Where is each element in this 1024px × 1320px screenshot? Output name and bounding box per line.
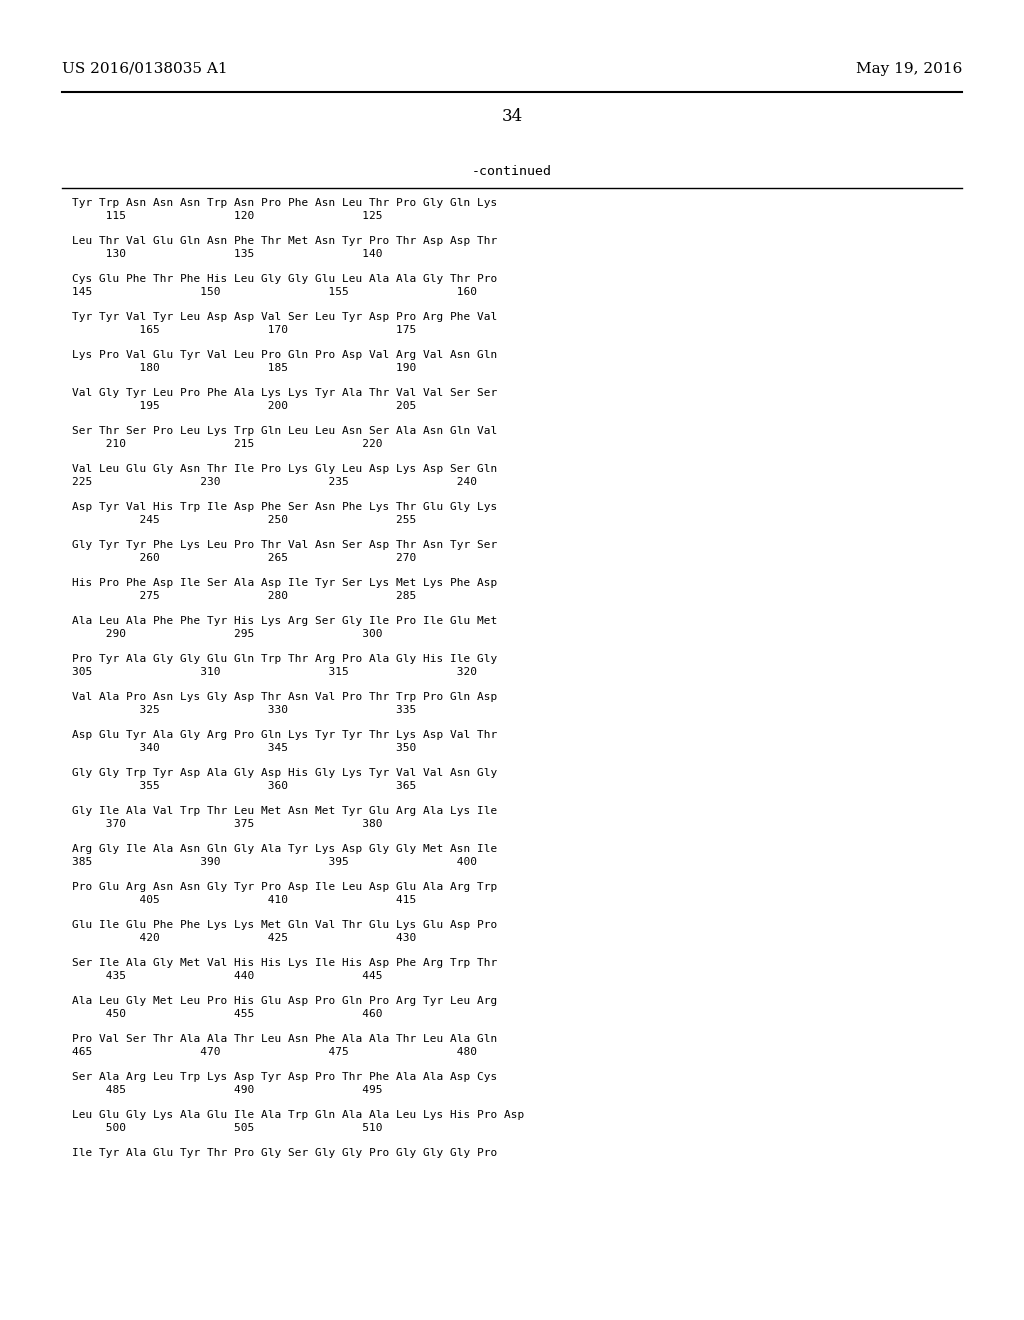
Text: 355                360                365: 355 360 365 [72,781,416,791]
Text: Ser Ala Arg Leu Trp Lys Asp Tyr Asp Pro Thr Phe Ala Ala Asp Cys: Ser Ala Arg Leu Trp Lys Asp Tyr Asp Pro … [72,1072,498,1082]
Text: May 19, 2016: May 19, 2016 [856,62,962,77]
Text: 34: 34 [502,108,522,125]
Text: Ile Tyr Ala Glu Tyr Thr Pro Gly Ser Gly Gly Pro Gly Gly Gly Pro: Ile Tyr Ala Glu Tyr Thr Pro Gly Ser Gly … [72,1148,498,1158]
Text: Arg Gly Ile Ala Asn Gln Gly Ala Tyr Lys Asp Gly Gly Met Asn Ile: Arg Gly Ile Ala Asn Gln Gly Ala Tyr Lys … [72,843,498,854]
Text: 305                310                315                320: 305 310 315 320 [72,667,477,677]
Text: 210                215                220: 210 215 220 [72,440,383,449]
Text: 435                440                445: 435 440 445 [72,972,383,981]
Text: Gly Tyr Tyr Phe Lys Leu Pro Thr Val Asn Ser Asp Thr Asn Tyr Ser: Gly Tyr Tyr Phe Lys Leu Pro Thr Val Asn … [72,540,498,550]
Text: Val Ala Pro Asn Lys Gly Asp Thr Asn Val Pro Thr Trp Pro Gln Asp: Val Ala Pro Asn Lys Gly Asp Thr Asn Val … [72,692,498,702]
Text: His Pro Phe Asp Ile Ser Ala Asp Ile Tyr Ser Lys Met Lys Phe Asp: His Pro Phe Asp Ile Ser Ala Asp Ile Tyr … [72,578,498,587]
Text: 385                390                395                400: 385 390 395 400 [72,857,477,867]
Text: Tyr Trp Asn Asn Asn Trp Asn Pro Phe Asn Leu Thr Pro Gly Gln Lys: Tyr Trp Asn Asn Asn Trp Asn Pro Phe Asn … [72,198,498,209]
Text: Leu Thr Val Glu Gln Asn Phe Thr Met Asn Tyr Pro Thr Asp Asp Thr: Leu Thr Val Glu Gln Asn Phe Thr Met Asn … [72,236,498,246]
Text: 405                410                415: 405 410 415 [72,895,416,906]
Text: 290                295                300: 290 295 300 [72,630,383,639]
Text: Asp Tyr Val His Trp Ile Asp Phe Ser Asn Phe Lys Thr Glu Gly Lys: Asp Tyr Val His Trp Ile Asp Phe Ser Asn … [72,502,498,512]
Text: 465                470                475                480: 465 470 475 480 [72,1047,477,1057]
Text: 180                185                190: 180 185 190 [72,363,416,374]
Text: Leu Glu Gly Lys Ala Glu Ile Ala Trp Gln Ala Ala Leu Lys His Pro Asp: Leu Glu Gly Lys Ala Glu Ile Ala Trp Gln … [72,1110,524,1119]
Text: Tyr Tyr Val Tyr Leu Asp Asp Val Ser Leu Tyr Asp Pro Arg Phe Val: Tyr Tyr Val Tyr Leu Asp Asp Val Ser Leu … [72,312,498,322]
Text: Ala Leu Gly Met Leu Pro His Glu Asp Pro Gln Pro Arg Tyr Leu Arg: Ala Leu Gly Met Leu Pro His Glu Asp Pro … [72,997,498,1006]
Text: 370                375                380: 370 375 380 [72,818,383,829]
Text: 260                265                270: 260 265 270 [72,553,416,564]
Text: 225                230                235                240: 225 230 235 240 [72,477,477,487]
Text: Pro Glu Arg Asn Asn Gly Tyr Pro Asp Ile Leu Asp Glu Ala Arg Trp: Pro Glu Arg Asn Asn Gly Tyr Pro Asp Ile … [72,882,498,892]
Text: Gly Gly Trp Tyr Asp Ala Gly Asp His Gly Lys Tyr Val Val Asn Gly: Gly Gly Trp Tyr Asp Ala Gly Asp His Gly … [72,768,498,777]
Text: Pro Val Ser Thr Ala Ala Thr Leu Asn Phe Ala Ala Thr Leu Ala Gln: Pro Val Ser Thr Ala Ala Thr Leu Asn Phe … [72,1034,498,1044]
Text: 340                345                350: 340 345 350 [72,743,416,752]
Text: 420                425                430: 420 425 430 [72,933,416,942]
Text: Ser Thr Ser Pro Leu Lys Trp Gln Leu Leu Asn Ser Ala Asn Gln Val: Ser Thr Ser Pro Leu Lys Trp Gln Leu Leu … [72,426,498,436]
Text: Pro Tyr Ala Gly Gly Glu Gln Trp Thr Arg Pro Ala Gly His Ile Gly: Pro Tyr Ala Gly Gly Glu Gln Trp Thr Arg … [72,653,498,664]
Text: Val Leu Glu Gly Asn Thr Ile Pro Lys Gly Leu Asp Lys Asp Ser Gln: Val Leu Glu Gly Asn Thr Ile Pro Lys Gly … [72,465,498,474]
Text: 145                150                155                160: 145 150 155 160 [72,286,477,297]
Text: 325                330                335: 325 330 335 [72,705,416,715]
Text: Gly Ile Ala Val Trp Thr Leu Met Asn Met Tyr Glu Arg Ala Lys Ile: Gly Ile Ala Val Trp Thr Leu Met Asn Met … [72,807,498,816]
Text: 485                490                495: 485 490 495 [72,1085,383,1096]
Text: -continued: -continued [472,165,552,178]
Text: 450                455                460: 450 455 460 [72,1008,383,1019]
Text: Ala Leu Ala Phe Phe Tyr His Lys Arg Ser Gly Ile Pro Ile Glu Met: Ala Leu Ala Phe Phe Tyr His Lys Arg Ser … [72,616,498,626]
Text: 115                120                125: 115 120 125 [72,211,383,220]
Text: Asp Glu Tyr Ala Gly Arg Pro Gln Lys Tyr Tyr Thr Lys Asp Val Thr: Asp Glu Tyr Ala Gly Arg Pro Gln Lys Tyr … [72,730,498,741]
Text: 195                200                205: 195 200 205 [72,401,416,411]
Text: 165                170                175: 165 170 175 [72,325,416,335]
Text: Ser Ile Ala Gly Met Val His His Lys Ile His Asp Phe Arg Trp Thr: Ser Ile Ala Gly Met Val His His Lys Ile … [72,958,498,968]
Text: 130                135                140: 130 135 140 [72,249,383,259]
Text: 245                250                255: 245 250 255 [72,515,416,525]
Text: US 2016/0138035 A1: US 2016/0138035 A1 [62,62,227,77]
Text: 500                505                510: 500 505 510 [72,1123,383,1133]
Text: Cys Glu Phe Thr Phe His Leu Gly Gly Glu Leu Ala Ala Gly Thr Pro: Cys Glu Phe Thr Phe His Leu Gly Gly Glu … [72,275,498,284]
Text: Val Gly Tyr Leu Pro Phe Ala Lys Lys Tyr Ala Thr Val Val Ser Ser: Val Gly Tyr Leu Pro Phe Ala Lys Lys Tyr … [72,388,498,399]
Text: Glu Ile Glu Phe Phe Lys Lys Met Gln Val Thr Glu Lys Glu Asp Pro: Glu Ile Glu Phe Phe Lys Lys Met Gln Val … [72,920,498,931]
Text: 275                280                285: 275 280 285 [72,591,416,601]
Text: Lys Pro Val Glu Tyr Val Leu Pro Gln Pro Asp Val Arg Val Asn Gln: Lys Pro Val Glu Tyr Val Leu Pro Gln Pro … [72,350,498,360]
